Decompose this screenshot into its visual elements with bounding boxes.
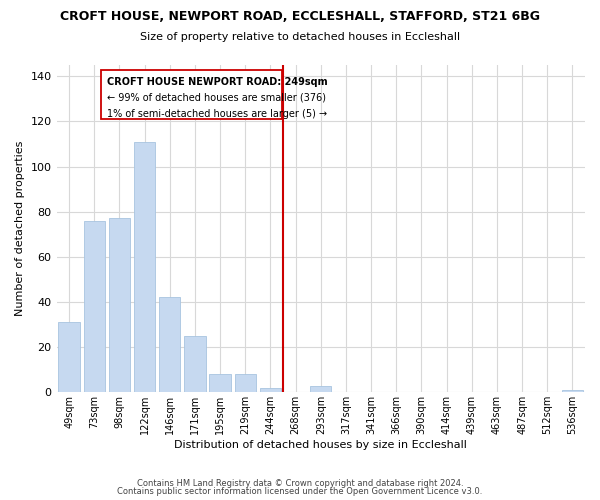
- Bar: [184, 336, 206, 392]
- Bar: [310, 386, 331, 392]
- Text: Size of property relative to detached houses in Eccleshall: Size of property relative to detached ho…: [140, 32, 460, 42]
- Text: CROFT HOUSE NEWPORT ROAD: 249sqm: CROFT HOUSE NEWPORT ROAD: 249sqm: [107, 77, 328, 87]
- Text: Contains public sector information licensed under the Open Government Licence v3: Contains public sector information licen…: [118, 487, 482, 496]
- X-axis label: Distribution of detached houses by size in Eccleshall: Distribution of detached houses by size …: [175, 440, 467, 450]
- Bar: [159, 298, 181, 392]
- Text: 1% of semi-detached houses are larger (5) →: 1% of semi-detached houses are larger (5…: [107, 108, 327, 118]
- Bar: [58, 322, 80, 392]
- Bar: [260, 388, 281, 392]
- Bar: [134, 142, 155, 392]
- Text: Contains HM Land Registry data © Crown copyright and database right 2024.: Contains HM Land Registry data © Crown c…: [137, 478, 463, 488]
- Bar: [235, 374, 256, 392]
- Bar: [109, 218, 130, 392]
- Text: ← 99% of detached houses are smaller (376): ← 99% of detached houses are smaller (37…: [107, 92, 326, 102]
- Y-axis label: Number of detached properties: Number of detached properties: [15, 141, 25, 316]
- Bar: [209, 374, 231, 392]
- Bar: [83, 220, 105, 392]
- Text: CROFT HOUSE, NEWPORT ROAD, ECCLESHALL, STAFFORD, ST21 6BG: CROFT HOUSE, NEWPORT ROAD, ECCLESHALL, S…: [60, 10, 540, 23]
- FancyBboxPatch shape: [101, 70, 282, 119]
- Bar: [562, 390, 583, 392]
